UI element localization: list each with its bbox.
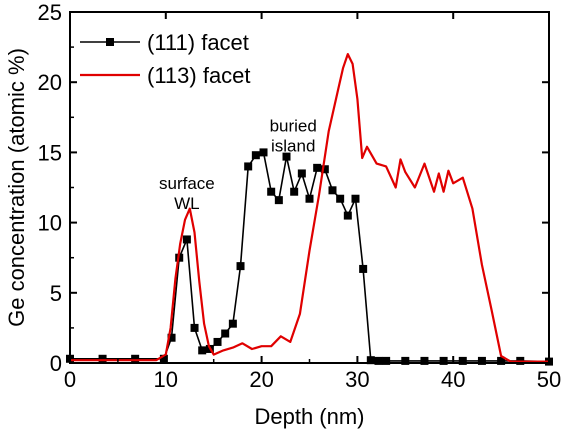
data-point	[221, 329, 230, 338]
data-point	[458, 356, 467, 365]
data-point	[167, 333, 176, 342]
data-point	[320, 165, 329, 174]
data-point	[274, 196, 283, 205]
annotation-text: WL	[174, 194, 200, 213]
legend-label: (111) facet	[147, 30, 249, 55]
data-point	[366, 356, 375, 365]
y-tick-label: 15	[38, 140, 62, 165]
annotation-text: surface	[159, 174, 215, 193]
data-point	[351, 194, 360, 203]
data-point	[213, 337, 222, 346]
legend-label: (113) facet	[147, 63, 251, 88]
annotation-text: island	[271, 136, 315, 155]
x-tick-label: 30	[345, 367, 369, 392]
y-axis-title: Ge concentration (atomic %)	[4, 48, 29, 327]
data-point	[282, 152, 291, 161]
legend-swatch-marker	[106, 38, 114, 46]
data-point	[477, 356, 486, 365]
x-tick-label: 10	[154, 367, 178, 392]
legend: (111) facet (113) facet	[80, 30, 251, 88]
y-tick-label: 10	[38, 211, 62, 236]
y-tick-label: 20	[38, 70, 62, 95]
data-point	[439, 356, 448, 365]
series-line-1	[70, 52, 549, 363]
data-point	[290, 187, 299, 196]
data-point	[228, 319, 237, 328]
y-tick-label: 25	[38, 0, 62, 25]
plot-layer	[66, 52, 553, 366]
data-point	[359, 264, 368, 273]
x-tick-label: 40	[441, 367, 465, 392]
data-point	[343, 211, 352, 220]
data-point	[382, 356, 391, 365]
y-tick-label: 0	[50, 351, 62, 376]
x-tick-label: 0	[64, 367, 76, 392]
data-point	[190, 323, 199, 332]
data-point	[420, 356, 429, 365]
data-point	[244, 162, 253, 171]
data-point	[98, 354, 107, 363]
data-point	[259, 148, 268, 157]
x-tick-label: 50	[537, 367, 561, 392]
plot-area-frame	[69, 11, 550, 364]
data-point	[328, 186, 337, 195]
data-point	[236, 262, 245, 271]
data-point	[305, 194, 314, 203]
data-point	[297, 169, 306, 178]
data-point	[251, 151, 260, 160]
data-point	[336, 194, 345, 203]
data-point	[313, 163, 322, 172]
data-point	[182, 235, 191, 244]
data-point	[374, 356, 383, 365]
axes-layer: 0 10 20 30 40 50 0 5 10 15 20 25	[38, 0, 562, 392]
data-point	[198, 346, 207, 355]
y-tick-label: 5	[50, 281, 62, 306]
data-point	[159, 354, 168, 363]
x-tick-label: 20	[249, 367, 273, 392]
annotation-text: buried	[270, 116, 317, 135]
data-point	[267, 187, 276, 196]
data-point	[131, 354, 140, 363]
x-axis-title: Depth (nm)	[254, 404, 364, 429]
